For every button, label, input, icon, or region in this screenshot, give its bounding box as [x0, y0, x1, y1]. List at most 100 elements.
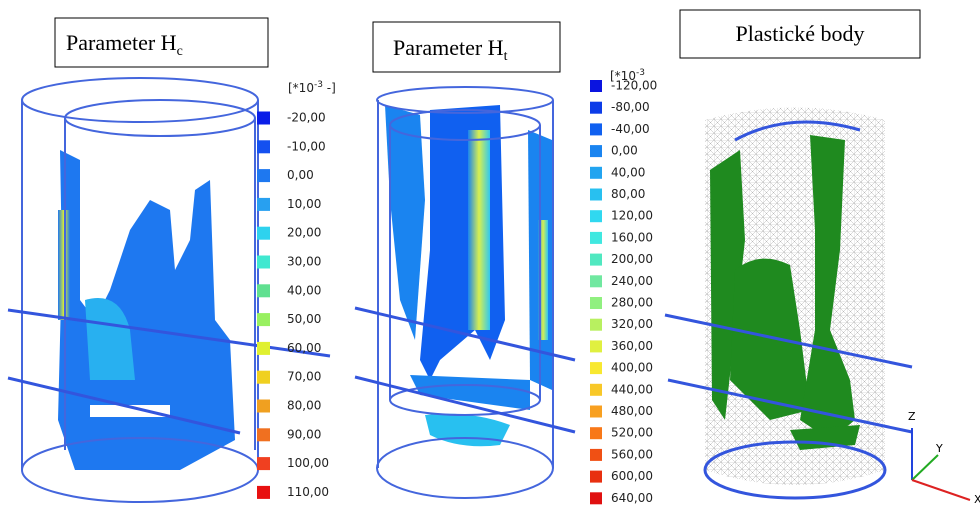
title-text: Parameter H: [66, 30, 177, 55]
legend-label: 60,00: [287, 341, 321, 355]
legend-label: 40,00: [287, 283, 321, 297]
legend-swatch: [590, 405, 602, 418]
legend-swatch: [590, 231, 602, 244]
legend-swatch: [590, 340, 602, 353]
legend-label: -120,00: [611, 79, 657, 93]
plastic-zone: [790, 425, 860, 450]
legend-label: 560,00: [611, 447, 653, 461]
legend-label: 120,00: [611, 209, 653, 223]
legend-swatch: [590, 188, 602, 201]
section-line: [664, 313, 913, 369]
legend-swatch: [257, 370, 270, 384]
legend-label: 70,00: [287, 370, 321, 384]
legend-label: 0,00: [611, 144, 638, 158]
legend-label: 100,00: [287, 456, 329, 470]
legend-swatch: [257, 255, 270, 269]
legend-swatch: [590, 80, 602, 92]
panel-title: Parameter Ht: [393, 35, 508, 64]
axis-label: X: [974, 493, 980, 506]
legend-label: -40,00: [611, 122, 650, 136]
cylinder-outline: [389, 384, 541, 416]
legend-label: 520,00: [611, 426, 653, 440]
cylinder-outline: [734, 120, 861, 142]
axis-label: Y: [935, 442, 943, 455]
legend-swatch: [257, 111, 270, 125]
legend-swatch: [590, 448, 602, 461]
legend-label: -10,00: [287, 139, 326, 153]
model-hc: [7, 77, 331, 503]
legend-swatch: [257, 284, 270, 298]
legend-swatch: [590, 166, 602, 179]
legend-label: 200,00: [611, 252, 653, 266]
legend-swatch: [257, 226, 270, 240]
legend-label: 80,00: [611, 187, 645, 201]
unit-suffix: -]: [323, 81, 336, 95]
legend-label: 0,00: [287, 168, 314, 182]
axis-x: [911, 479, 971, 501]
unit-label: [*10-3: [610, 68, 645, 83]
result-field: [85, 298, 135, 380]
legend-swatch: [590, 123, 602, 136]
plastic-zone: [800, 135, 855, 440]
legend-label: 640,00: [611, 491, 653, 505]
title-box: [679, 9, 921, 59]
section-line: [354, 306, 576, 362]
cylinder-outline: [703, 440, 887, 500]
unit-exponent: -3: [314, 80, 323, 90]
title-subscript: c: [177, 44, 183, 59]
legend-swatch: [257, 169, 270, 183]
legend-label: 600,00: [611, 469, 653, 483]
hot-zone: [538, 220, 548, 340]
result-field: [425, 413, 510, 447]
legend-swatch: [590, 470, 602, 483]
model-ht: [354, 86, 576, 499]
axis-y: [911, 454, 939, 481]
legend-label: -20,00: [287, 111, 326, 125]
gap: [90, 405, 170, 417]
section-line: [354, 375, 576, 434]
legend-swatch: [257, 428, 270, 442]
legend-swatch: [590, 383, 602, 396]
panel-title: Plastické body: [736, 21, 865, 46]
legend-label: 240,00: [611, 274, 653, 288]
result-field: [420, 105, 505, 380]
title-box: [372, 21, 561, 73]
legend-swatch: [590, 362, 602, 375]
legend-swatch: [590, 297, 602, 309]
legend-swatch: [257, 457, 270, 471]
legend-swatch: [257, 341, 270, 355]
cylinder-outline: [376, 437, 554, 499]
legend-swatch: [257, 140, 270, 154]
unit-exponent: -3: [636, 68, 645, 78]
legend-swatch: [257, 313, 270, 327]
legend-swatch: [590, 492, 602, 505]
legend-swatch: [257, 399, 270, 413]
title-box: [54, 17, 269, 68]
legend-label: 480,00: [611, 404, 653, 418]
legend-swatch: [257, 485, 270, 499]
hot-zone: [468, 130, 490, 330]
legend-label: 20,00: [287, 226, 321, 240]
legend-label: 280,00: [611, 296, 653, 310]
cylinder-outline: [64, 99, 256, 137]
legend-label: 80,00: [287, 399, 321, 413]
result-field: [385, 105, 425, 340]
title-subscript: t: [504, 49, 508, 64]
plastic-zone: [730, 258, 810, 420]
legend-label: 10,00: [287, 197, 321, 211]
legend-swatch: [590, 275, 602, 288]
legend-label: 440,00: [611, 382, 653, 396]
unit-label: [*10-3 -]: [288, 80, 336, 95]
legend-label: 360,00: [611, 339, 653, 353]
model-plastic: Z Y X: [664, 107, 980, 506]
legend-label: 50,00: [287, 312, 321, 326]
legend-label: 110,00: [287, 485, 329, 499]
legend-label: 30,00: [287, 255, 321, 269]
unit-base: [*10: [288, 81, 314, 95]
legend-swatch: [257, 197, 270, 211]
legend-label: 320,00: [611, 317, 653, 331]
result-field: [410, 375, 530, 410]
legend-swatch: [590, 101, 602, 114]
plastic-zone: [710, 150, 745, 420]
